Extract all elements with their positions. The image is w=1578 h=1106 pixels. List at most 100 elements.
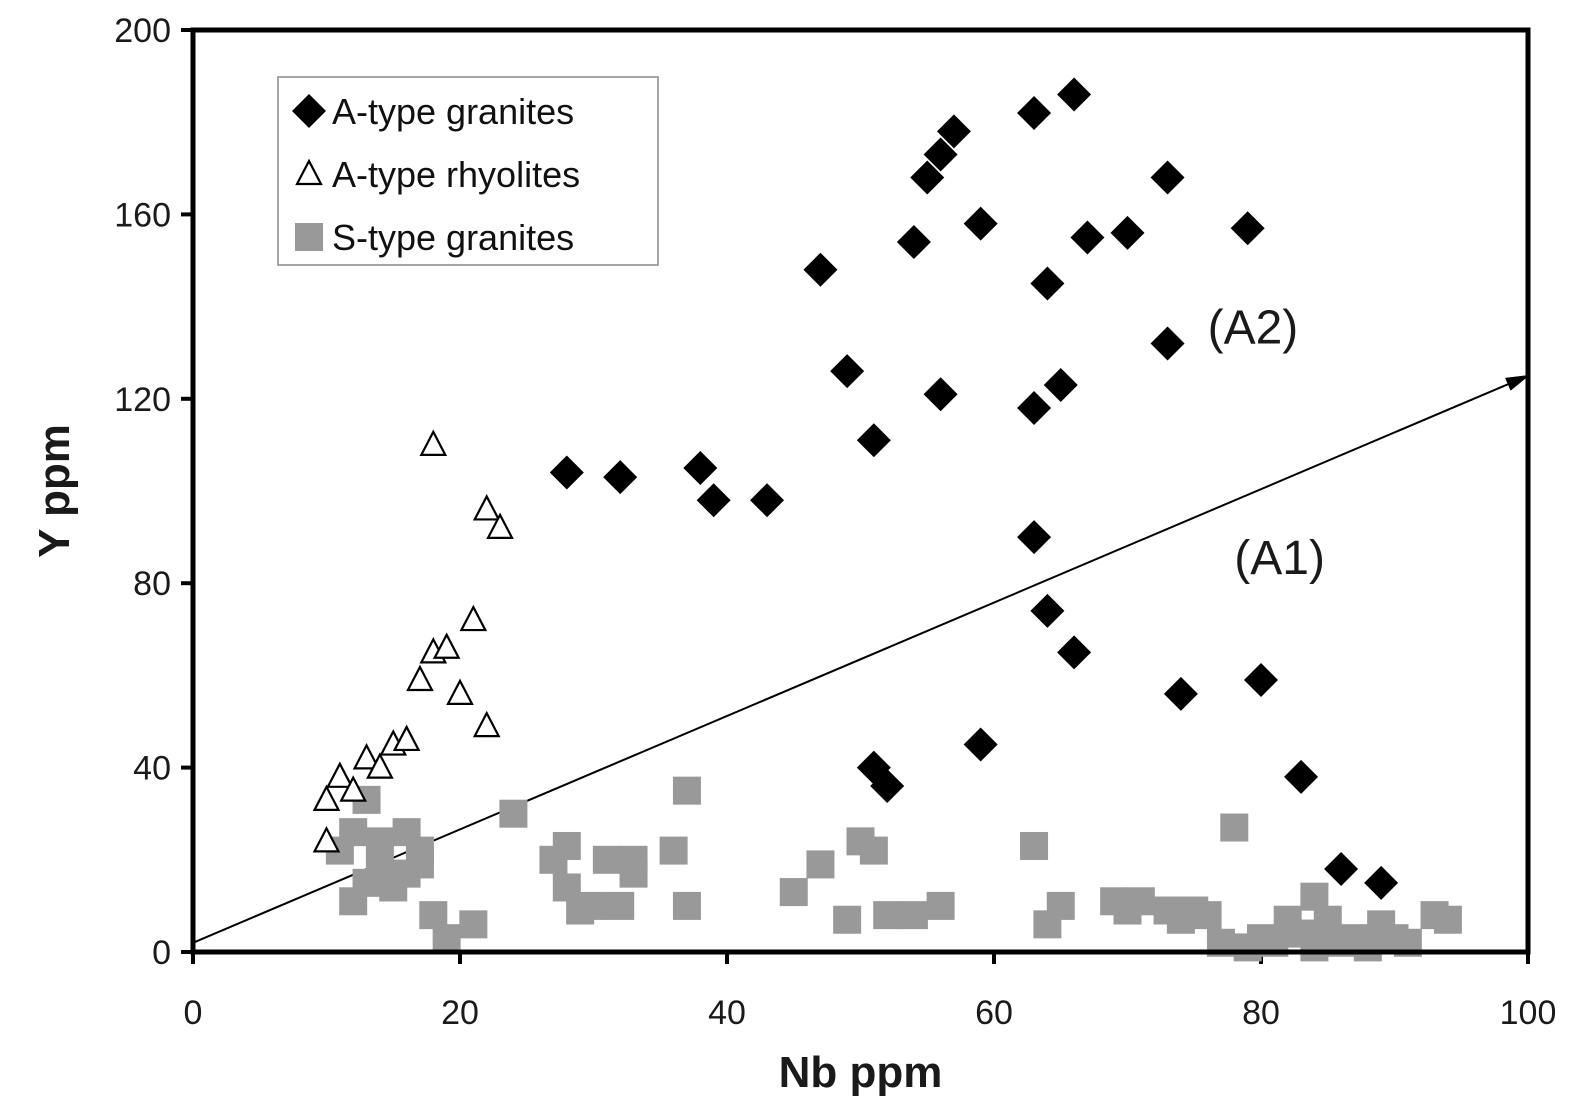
data-point (1017, 520, 1052, 555)
data-point (406, 664, 434, 692)
series-a-type-rhyolites (312, 429, 514, 853)
data-point (1163, 676, 1198, 711)
y-tick-label: 160 (114, 196, 171, 234)
x-tick-label: 20 (441, 994, 479, 1032)
legend: A-type granites A-type rhyolites S-type gr… (277, 76, 659, 266)
data-point (1126, 887, 1155, 916)
data-point (486, 512, 514, 539)
data-point (579, 891, 608, 920)
series-a-type-granites (549, 77, 1399, 900)
data-point (365, 827, 394, 856)
data-point (606, 891, 635, 920)
data-point (1110, 215, 1145, 250)
data-point (672, 776, 701, 805)
data-point (923, 137, 958, 172)
data-point (963, 206, 998, 241)
data-point (1433, 905, 1462, 934)
y-tick-label: 200 (114, 12, 171, 50)
data-point (1057, 77, 1092, 112)
data-point (1020, 831, 1049, 860)
legend-marker (295, 158, 323, 186)
x-tick-label: 100 (1500, 994, 1557, 1032)
y-tick-label: 120 (114, 381, 171, 419)
data-point (1300, 933, 1329, 962)
data-point (459, 910, 488, 939)
data-point (806, 850, 835, 879)
x-tick-label: 40 (708, 994, 746, 1032)
data-point (1070, 220, 1105, 255)
plot-area-frame (190, 27, 1531, 955)
data-point (926, 891, 955, 920)
data-point (419, 429, 448, 456)
region-annotations: (A2) (A1) (1208, 301, 1325, 584)
axis-ticks: 0 20 40 60 80 100 0 40 80 120 160 200 (114, 12, 1556, 1032)
data-point (672, 891, 701, 920)
data-point (405, 850, 434, 879)
data-point (392, 724, 421, 752)
data-point (683, 450, 718, 485)
data-point (432, 632, 461, 659)
data-point (870, 769, 905, 804)
data-point (659, 836, 688, 865)
data-point (923, 377, 958, 412)
data-point (339, 818, 368, 847)
legend-label: A-type rhyolites (332, 154, 580, 195)
data-point (549, 455, 584, 490)
legend-label: A-type granites (332, 91, 574, 132)
data-point (873, 901, 902, 930)
data-point (1030, 266, 1065, 301)
data-point (1230, 211, 1265, 246)
data-point (936, 114, 971, 149)
y-tick-label: 40 (133, 750, 171, 788)
data-point (1017, 391, 1052, 426)
data-point (1284, 759, 1319, 794)
region-label: (A2) (1208, 301, 1299, 354)
legend-marker (295, 223, 323, 251)
series-s-type-granites (325, 776, 1462, 962)
data-point (312, 784, 341, 811)
data-point (432, 924, 461, 953)
data-point (1043, 367, 1078, 402)
data-point (1364, 865, 1399, 900)
data-point (899, 901, 928, 930)
data-point (963, 727, 998, 762)
legend-item: A-type granites (292, 91, 574, 132)
legend-item: S-type granites (295, 217, 574, 258)
data-point (472, 710, 501, 738)
data-point (603, 460, 638, 495)
data-point (552, 831, 581, 860)
data-point (339, 775, 368, 802)
data-point (1030, 593, 1065, 628)
y-tick-label: 80 (133, 565, 171, 603)
data-point (592, 845, 621, 874)
data-point (833, 905, 862, 934)
y-tick-label: 0 (152, 934, 171, 972)
data-point (830, 354, 865, 389)
data-point (446, 678, 474, 705)
y-axis-title: Y ppm (30, 424, 79, 558)
data-point (619, 859, 648, 888)
data-point (1057, 635, 1092, 670)
data-point (499, 799, 528, 828)
x-tick-label: 0 (184, 994, 203, 1032)
data-point (779, 878, 808, 907)
data-point (696, 483, 731, 518)
data-point (1046, 891, 1075, 920)
data-point (859, 836, 888, 865)
legend-marker (292, 94, 326, 128)
data-point (856, 423, 891, 458)
data-point (352, 743, 381, 770)
data-point (1244, 663, 1278, 698)
data-point (896, 225, 931, 260)
data-point (1150, 160, 1185, 195)
data-point (326, 761, 354, 788)
data-point (312, 825, 341, 853)
x-tick-label: 80 (1242, 994, 1280, 1032)
data-point (459, 604, 488, 632)
region-label: (A1) (1234, 532, 1325, 585)
data-point (803, 252, 838, 287)
x-axis-title: Nb ppm (779, 1048, 943, 1097)
data-point (472, 494, 501, 521)
data-point (1324, 852, 1359, 887)
